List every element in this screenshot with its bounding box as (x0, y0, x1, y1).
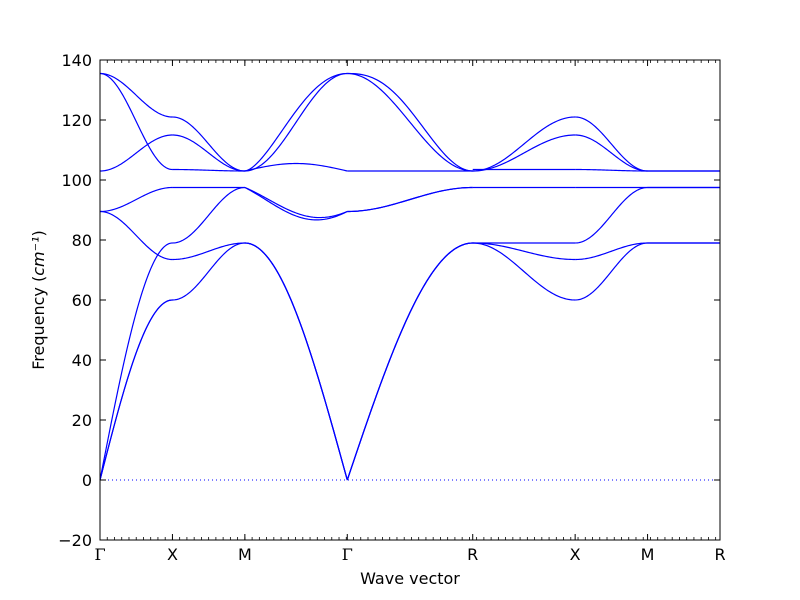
band-5-1 (575, 242, 648, 261)
y-tick-label-3: 40 (72, 351, 92, 370)
y-tick-label-6: 100 (61, 171, 92, 190)
y-axis-title-paren-open: ( (29, 276, 48, 282)
band-0-6 (99, 72, 173, 118)
band-3-2 (346, 242, 473, 481)
y-tick-label-4: 60 (72, 291, 92, 310)
ticks-layer (99, 59, 721, 541)
y-axis-title-text: Frequency (29, 287, 48, 370)
band-5-4 (575, 168, 648, 172)
band-1-1 (172, 242, 245, 261)
band-0-1 (99, 299, 173, 481)
band-0-3 (99, 210, 173, 261)
band-1-5 (172, 134, 245, 172)
band-2-5 (244, 162, 348, 172)
band-4-1 (472, 242, 576, 261)
y-axis-title-paren-close: ) (29, 230, 48, 236)
y-tick-label-0: −20 (58, 531, 92, 550)
band-1-6 (172, 116, 245, 172)
band-1-4 (172, 168, 245, 172)
x-tick-label-5: X (570, 545, 581, 564)
band-5-6 (575, 116, 648, 172)
band-2-4 (244, 186, 348, 219)
x-tick-label-2: M (238, 545, 252, 564)
band-0-5 (99, 134, 173, 172)
labels-layer: −20 0 20 40 60 80 100 120 140 Γ X M Γ R X M R (58, 51, 725, 564)
band-2-7 (244, 72, 348, 172)
y-tick-label-1: 0 (82, 471, 92, 490)
band-0-2 (99, 242, 173, 481)
bands-layer (99, 72, 720, 481)
plot-background (100, 60, 720, 540)
x-tick-label-0: Γ (94, 545, 105, 564)
x-tick-label-4: R (467, 545, 478, 564)
band-3-7 (347, 72, 473, 172)
y-tick-label-7: 120 (61, 111, 92, 130)
band-1-0 (172, 242, 245, 301)
band-4-5 (472, 116, 576, 172)
band-5-5 (575, 134, 648, 172)
band-4-4 (472, 134, 576, 172)
band-5-2 (575, 186, 648, 244)
band-2-3 (244, 186, 348, 221)
x-tick-label-3: Γ (342, 545, 353, 564)
band-5-0 (575, 242, 648, 301)
y-tick-label-5: 80 (72, 231, 92, 250)
band-3-4 (347, 186, 473, 213)
y-axis-unit: cm⁻¹ (29, 237, 48, 276)
y-tick-label-2: 20 (72, 411, 92, 430)
band-2-2 (244, 242, 348, 481)
band-1-2 (172, 186, 245, 244)
band-0-4 (99, 186, 173, 213)
x-tick-label-6: M (641, 545, 655, 564)
band-2-6 (244, 72, 348, 172)
band-3-6 (347, 72, 473, 172)
x-axis-title: Wave vector (360, 569, 460, 588)
band-0-7 (99, 72, 173, 171)
y-tick-label-8: 140 (61, 51, 92, 70)
x-tick-label-7: R (714, 545, 725, 564)
y-axis-title: Frequency (cm⁻¹) (29, 230, 48, 370)
band-4-0 (472, 242, 576, 301)
x-tick-label-1: X (167, 545, 178, 564)
